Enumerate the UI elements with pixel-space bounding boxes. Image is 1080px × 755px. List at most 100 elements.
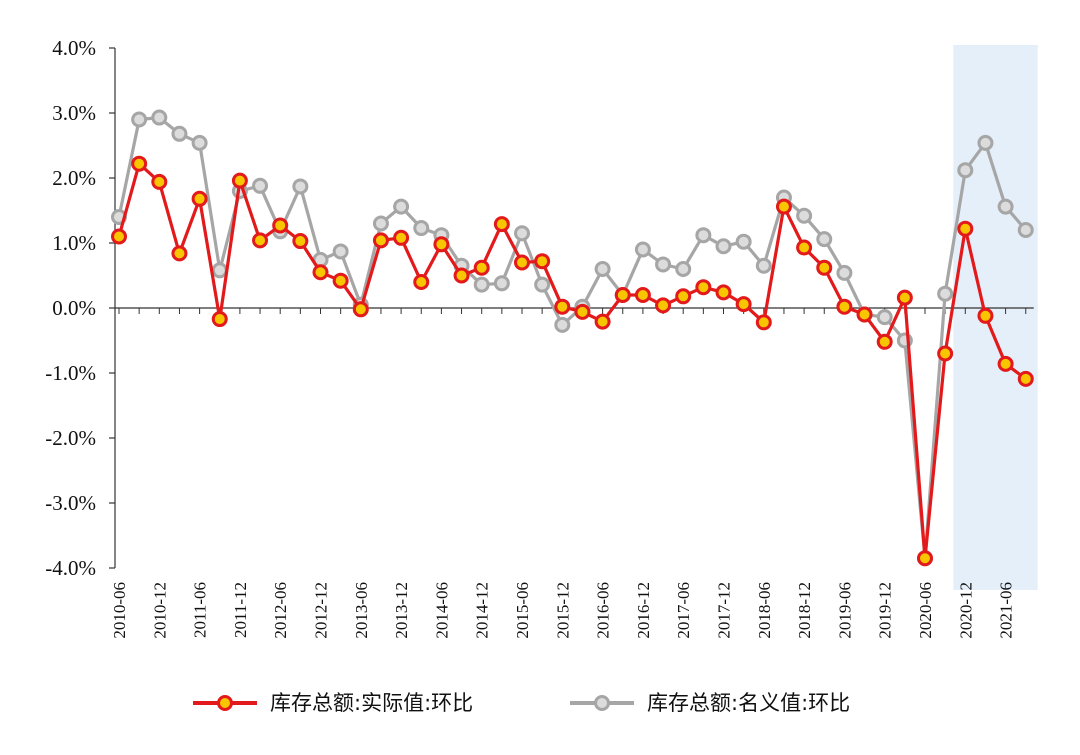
data-point-nominal [594, 261, 611, 277]
data-point-nominal [816, 231, 833, 248]
data-point-nominal [755, 257, 772, 274]
data-point-nominal [695, 227, 712, 244]
data-point-real [453, 267, 470, 284]
data-point-real [937, 345, 954, 362]
series-line-nominal [117, 115, 1028, 560]
data-point-real [917, 550, 933, 567]
data-point-real [836, 298, 853, 315]
x-tick-label: 2015-06 [513, 582, 532, 639]
data-point-real [594, 313, 611, 330]
legend-label-real: 库存总额:实际值:环比 [270, 691, 473, 715]
x-tick-label: 2014-12 [473, 582, 492, 639]
data-point-nominal [393, 198, 410, 215]
x-tick-label: 2013-06 [352, 582, 371, 639]
data-point-real [352, 301, 369, 318]
data-point-real [433, 236, 450, 253]
data-point-nominal [715, 238, 732, 255]
data-point-real [856, 306, 873, 323]
x-tick-label: 2010-06 [110, 582, 129, 639]
x-tick-label: 2020-06 [916, 582, 935, 639]
data-point-real [534, 253, 551, 270]
y-axis: 4.0% 3.0% 2.0% 1.0% 0.0% -1.0% -2.0% -3.0% -4.0% [45, 36, 116, 580]
data-point-nominal [211, 262, 228, 279]
data-point-nominal [191, 134, 208, 151]
data-point-real [554, 298, 571, 315]
x-tick-label: 2012-06 [271, 582, 290, 639]
data-point-nominal [473, 276, 490, 293]
data-point-nominal [937, 285, 954, 302]
y-tick-label: 2.0% [52, 166, 96, 190]
data-point-real [634, 287, 651, 303]
data-point-real [675, 288, 692, 305]
data-point-real [816, 259, 833, 276]
series-line-real [117, 162, 1027, 560]
data-point-real [796, 239, 813, 256]
highlight-region [953, 45, 1038, 590]
data-point-nominal [634, 241, 651, 258]
data-point-real [655, 297, 672, 314]
data-point-nominal [292, 178, 309, 195]
data-point-nominal [1017, 222, 1034, 238]
x-tick-label: 2013-12 [392, 582, 411, 639]
data-point-real [252, 232, 269, 249]
data-point-real [272, 217, 289, 234]
data-point-nominal [252, 177, 269, 194]
x-tick-label: 2011-12 [231, 582, 250, 638]
x-tick-label: 2021-06 [997, 582, 1016, 639]
x-tick-label: 2018-06 [755, 582, 774, 639]
legend-entry-real: 库存总额:实际值:环比 [193, 691, 473, 715]
x-tick-label: 2017-12 [715, 582, 734, 639]
data-point-real [735, 296, 752, 313]
data-point-nominal [957, 162, 974, 179]
data-point-real [1017, 370, 1034, 387]
data-point-nominal [554, 316, 571, 333]
data-point-nominal [372, 215, 389, 232]
y-tick-label: -4.0% [45, 556, 96, 580]
data-point-real [131, 155, 148, 172]
y-tick-label: 0.0% [52, 296, 96, 320]
data-point-nominal [151, 109, 168, 126]
data-point-real [151, 173, 168, 190]
data-point-real [896, 289, 913, 306]
data-point-nominal [171, 125, 188, 142]
x-tick-label: 2016-12 [634, 582, 653, 639]
data-point-nominal [977, 134, 994, 151]
y-tick-label: -1.0% [45, 361, 96, 385]
legend-marker-real [217, 695, 233, 711]
x-tick-label: 2016-06 [594, 582, 613, 639]
x-tick-label: 2015-12 [553, 582, 572, 639]
data-point-nominal [514, 225, 530, 242]
data-point-real [997, 355, 1014, 372]
data-point-nominal [332, 243, 349, 260]
data-point-real [473, 259, 490, 276]
x-axis: 2010-06 2010-12 2011-06 2011-12 2012-06 2012-… [110, 307, 1034, 639]
data-point-real [211, 311, 228, 328]
x-tick-label: 2019-06 [835, 582, 854, 639]
data-point-real [574, 303, 591, 320]
y-tick-label: 3.0% [52, 101, 96, 125]
data-point-real [514, 254, 530, 271]
x-tick-label: 2020-12 [956, 582, 975, 639]
data-point-real [332, 272, 349, 289]
data-point-real [957, 220, 974, 237]
data-point-nominal [413, 220, 430, 237]
x-tick-label: 2014-06 [432, 582, 451, 639]
y-tick-label: 1.0% [52, 231, 96, 255]
data-point-real [171, 245, 188, 262]
y-tick-label: 4.0% [52, 36, 96, 60]
data-point-real [372, 232, 389, 249]
x-tick-label: 2018-12 [795, 582, 814, 639]
legend-marker-nominal [594, 695, 610, 711]
data-point-nominal [493, 275, 510, 292]
data-point-nominal [131, 111, 148, 128]
x-tick-label: 2010-12 [150, 582, 169, 639]
data-point-real [876, 333, 893, 350]
y-tick-label: -2.0% [45, 426, 96, 450]
data-point-real [312, 264, 329, 281]
data-point-real [191, 190, 208, 207]
x-tick-label: 2017-06 [674, 582, 693, 639]
data-point-real [493, 216, 510, 233]
x-tick-label: 2019-12 [876, 582, 895, 639]
data-point-real [977, 307, 994, 324]
